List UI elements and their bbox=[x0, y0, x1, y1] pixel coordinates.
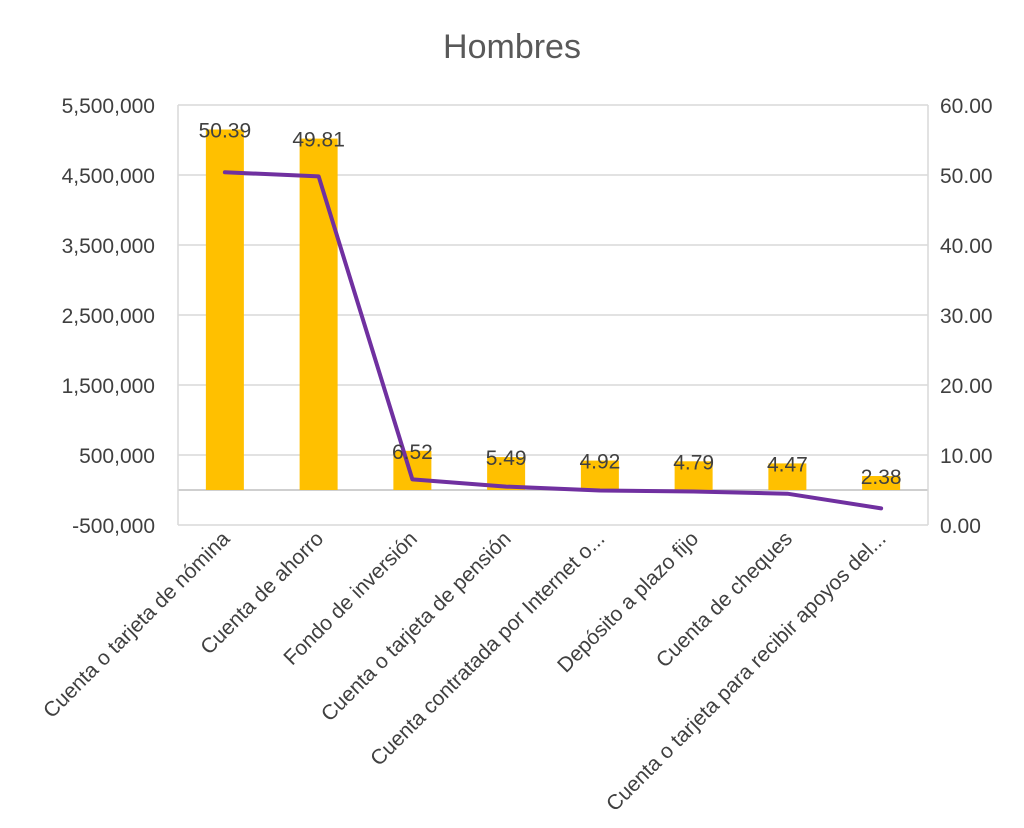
right-axis-tick-label: 30.00 bbox=[940, 305, 993, 328]
left-axis-tick-label: 1,500,000 bbox=[62, 375, 155, 398]
category-label: Cuenta o tarjeta de nómina bbox=[39, 527, 235, 723]
left-axis-tick-label: 2,500,000 bbox=[62, 305, 155, 328]
bar bbox=[768, 463, 807, 490]
axes: 5,500,000 4,500,000 3,500,000 2,500,000 1,50… bbox=[62, 95, 993, 538]
line-series bbox=[222, 170, 884, 511]
bar bbox=[862, 476, 901, 490]
bar bbox=[580, 460, 619, 490]
data-label: 5.49 bbox=[486, 447, 527, 470]
left-axis-tick-label: 5,500,000 bbox=[62, 95, 155, 118]
data-labels: 50.39 49.81 6.52 5.49 4.92 4.79 4.47 2.38 bbox=[199, 120, 902, 490]
right-axis-tick-label: 50.00 bbox=[940, 165, 993, 188]
data-label: 4.79 bbox=[673, 451, 714, 474]
data-label: 4.47 bbox=[767, 453, 808, 476]
data-label: 6.52 bbox=[392, 441, 433, 464]
right-axis-tick-label: 20.00 bbox=[940, 375, 993, 398]
data-label: 2.38 bbox=[861, 466, 902, 489]
data-label: 50.39 bbox=[199, 120, 252, 143]
left-axis-tick-label: 4,500,000 bbox=[62, 165, 155, 188]
category-label: Cuenta o tarjeta de pensión bbox=[317, 527, 516, 726]
right-axis-tick-label: 10.00 bbox=[940, 445, 993, 468]
chart-title: Hombres bbox=[443, 28, 581, 66]
bar-series bbox=[205, 129, 901, 490]
bar bbox=[393, 450, 432, 490]
right-axis-tick-label: 40.00 bbox=[940, 235, 993, 258]
line-series-path bbox=[222, 170, 884, 511]
left-axis-tick-label: 3,500,000 bbox=[62, 235, 155, 258]
bar bbox=[674, 461, 713, 490]
bar bbox=[205, 129, 244, 490]
bar bbox=[299, 138, 338, 490]
data-label: 4.92 bbox=[579, 451, 620, 474]
right-axis-tick-label: 60.00 bbox=[940, 95, 993, 118]
data-label: 49.81 bbox=[292, 129, 345, 152]
right-axis-tick-label: 0.00 bbox=[940, 515, 981, 538]
gridlines bbox=[178, 104, 928, 456]
left-axis-tick-label: -500,000 bbox=[72, 515, 155, 538]
left-axis-tick-label: 500,000 bbox=[79, 445, 155, 468]
